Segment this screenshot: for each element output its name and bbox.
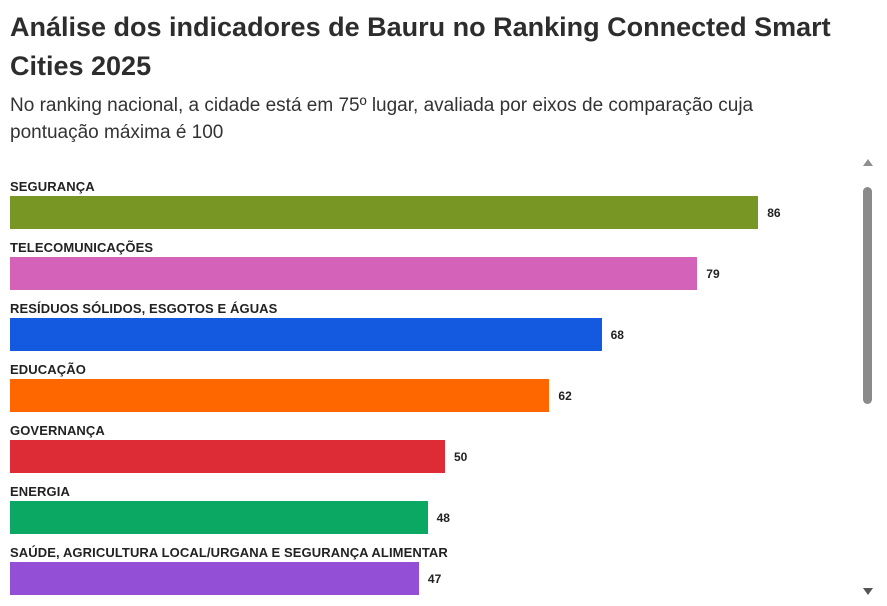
category-label: GOVERNANÇA xyxy=(10,423,105,438)
bar xyxy=(10,379,550,412)
value-label: 79 xyxy=(706,267,720,281)
value-label: 62 xyxy=(558,389,572,403)
category-label: EDUCAÇÃO xyxy=(10,362,86,377)
value-label: 68 xyxy=(610,328,624,342)
scroll-down-arrow-icon[interactable] xyxy=(863,588,873,595)
value-label: 47 xyxy=(427,572,442,586)
category-label: TELECOMUNICAÇÕES xyxy=(10,240,154,255)
scrollbar-thumb[interactable] xyxy=(863,187,872,404)
bar-row: SEGURANÇA 86 xyxy=(10,170,860,231)
value-label: 50 xyxy=(454,450,468,464)
chart-subtitle: No ranking nacional, a cidade está em 75… xyxy=(10,95,754,143)
bar xyxy=(10,257,698,290)
vertical-scrollbar[interactable] xyxy=(858,155,878,606)
bar-chart: SEGURANÇA 86 TELECOMUNICAÇÕES 79 RESÍDUOS SÓ… xyxy=(0,170,860,606)
category-label: SAÚDE, AGRICULTURA LOCAL/URGANA E SEGURA… xyxy=(10,545,448,560)
value-label: 86 xyxy=(767,206,781,220)
bar xyxy=(10,501,428,534)
scroll-up-arrow-icon[interactable] xyxy=(863,159,873,166)
value-label: 48 xyxy=(436,511,450,525)
bar xyxy=(10,440,445,473)
chart-title: Análise dos indicadores de Bauru no Rank… xyxy=(10,12,831,81)
bar-row: RESÍDUOS SÓLIDOS, ESGOTOS E ÁGUAS 68 xyxy=(10,292,860,353)
category-label: ENERGIA xyxy=(10,484,70,499)
bar xyxy=(10,196,759,229)
bar-row: TELECOMUNICAÇÕES 79 xyxy=(10,231,860,292)
bar xyxy=(10,318,602,351)
bar xyxy=(10,562,419,595)
category-label: SEGURANÇA xyxy=(10,179,95,194)
bar-row: ENERGIA 48 xyxy=(10,475,860,536)
bar-row: EDUCAÇÃO 62 xyxy=(10,353,860,414)
bar-row: GOVERNANÇA 50 xyxy=(10,414,860,475)
bar-row: SAÚDE, AGRICULTURA LOCAL/URGANA E SEGURA… xyxy=(10,536,860,597)
category-label: RESÍDUOS SÓLIDOS, ESGOTOS E ÁGUAS xyxy=(10,301,278,316)
